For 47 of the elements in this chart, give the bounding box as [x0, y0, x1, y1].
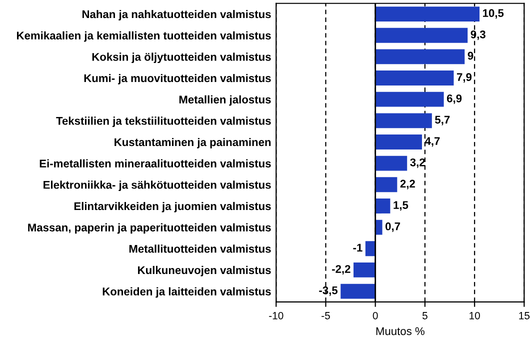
y-tick-label: Tekstiilien ja tekstiilituotteiden valmistus	[56, 116, 271, 127]
bar	[375, 92, 444, 107]
bar	[340, 284, 376, 299]
y-tick-label: Massan, paperin ja paperituotteiden valmistus	[28, 223, 271, 234]
data-label: 5,7	[435, 116, 450, 126]
y-tick-label: Kumi- ja muovituotteiden valmistus	[84, 74, 271, 84]
data-label: -1	[353, 244, 362, 252]
data-label: 1,5	[394, 201, 408, 211]
bar	[375, 70, 454, 86]
y-tick-label: Kulkuneuvojen valmistus	[138, 266, 271, 276]
bar	[375, 198, 390, 214]
y-tick-label: Metallituotteiden valmistus	[129, 244, 271, 253]
y-tick-label: Nahan ja nahkatuotteiden valmistus	[82, 10, 271, 20]
x-tick-label: -10	[269, 312, 284, 320]
data-label: 10,5	[483, 9, 504, 19]
x-tick-label: -5	[322, 312, 330, 320]
y-tick-label: Koksin ja öljytuotteiden valmistus	[92, 52, 271, 64]
bar	[375, 49, 465, 64]
x-tick-label: 0	[372, 312, 378, 320]
x-tick-label: 5	[422, 312, 428, 320]
x-tick-label: 15	[519, 312, 530, 320]
data-label: 3,2	[410, 158, 425, 168]
data-label: -3,5	[319, 286, 338, 296]
y-tick-label: Metallien jalostus	[179, 95, 271, 106]
data-label: 4,7	[424, 137, 440, 147]
data-label: 9	[468, 52, 474, 60]
y-tick-label: Elektroniikka- ja sähkötuotteiden valmistus	[44, 180, 271, 191]
y-tick-label: Ei-metallisten mineraalituotteiden valmistus	[40, 159, 271, 168]
bar	[375, 113, 432, 128]
bar	[354, 262, 376, 278]
x-tick-label: 10	[470, 312, 480, 320]
y-tick-label: Kustantaminen ja painaminen	[114, 138, 271, 148]
bar	[375, 134, 422, 150]
bar	[375, 177, 398, 192]
data-label: 0,7	[386, 222, 400, 232]
bar	[375, 220, 382, 235]
bar	[375, 156, 408, 171]
data-label: 7,9	[456, 73, 472, 83]
bar	[375, 28, 468, 43]
data-label: 2,2	[400, 180, 415, 190]
data-label: -2,2	[332, 265, 350, 275]
y-tick-label: Koneiden ja laitteiden valmistus	[102, 287, 271, 298]
bar	[375, 6, 480, 22]
data-label: 6,9	[446, 94, 462, 104]
x-axis-title: Muutos %	[376, 327, 424, 336]
y-tick-label: Elintarvikkeiden ja juomien valmistus	[74, 202, 271, 212]
y-tick-label: Kemikaalien ja kemiallisten tuotteiden valmistus	[17, 31, 271, 42]
